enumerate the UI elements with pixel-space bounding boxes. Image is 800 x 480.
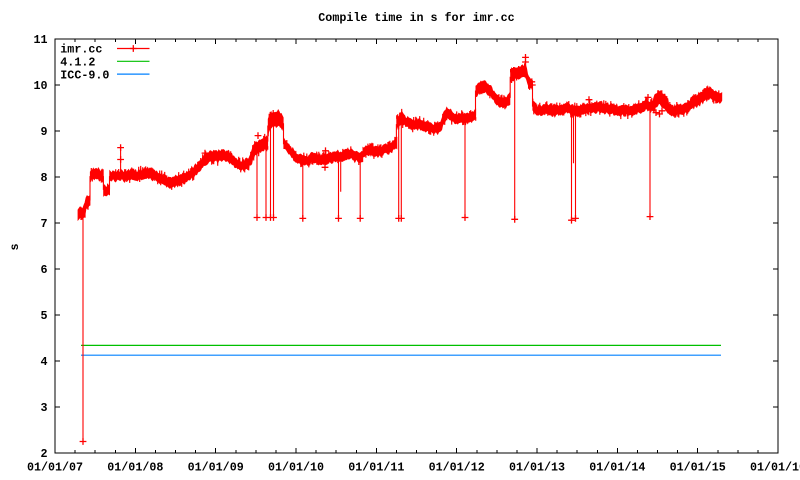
svg-text:01/01/11: 01/01/11 xyxy=(348,461,404,475)
svg-text:01/01/07: 01/01/07 xyxy=(27,461,83,475)
svg-text:s: s xyxy=(8,243,22,250)
svg-text:5: 5 xyxy=(40,309,47,323)
svg-text:6: 6 xyxy=(40,263,47,277)
svg-text:01/01/08: 01/01/08 xyxy=(107,461,163,475)
svg-text:2: 2 xyxy=(40,447,47,461)
svg-text:8: 8 xyxy=(40,171,47,185)
svg-text:9: 9 xyxy=(40,125,47,139)
svg-text:01/01/14: 01/01/14 xyxy=(589,461,645,475)
svg-text:01/01/10: 01/01/10 xyxy=(268,461,324,475)
svg-text:01/01/09: 01/01/09 xyxy=(188,461,244,475)
svg-text:01/01/15: 01/01/15 xyxy=(670,461,726,475)
svg-text:7: 7 xyxy=(40,217,47,231)
svg-text:imr.cc: imr.cc xyxy=(60,43,102,57)
svg-text:10: 10 xyxy=(33,79,47,93)
svg-text:Compile time in s for imr.cc: Compile time in s for imr.cc xyxy=(318,11,514,25)
svg-text:4.1.2: 4.1.2 xyxy=(60,56,95,70)
svg-text:01/01/13: 01/01/13 xyxy=(509,461,565,475)
svg-text:01/01/16: 01/01/16 xyxy=(750,461,800,475)
svg-text:01/01/12: 01/01/12 xyxy=(429,461,485,475)
svg-text:3: 3 xyxy=(40,401,47,415)
svg-text:ICC-9.0: ICC-9.0 xyxy=(60,68,109,82)
svg-text:4: 4 xyxy=(40,355,47,369)
svg-text:11: 11 xyxy=(33,33,47,47)
